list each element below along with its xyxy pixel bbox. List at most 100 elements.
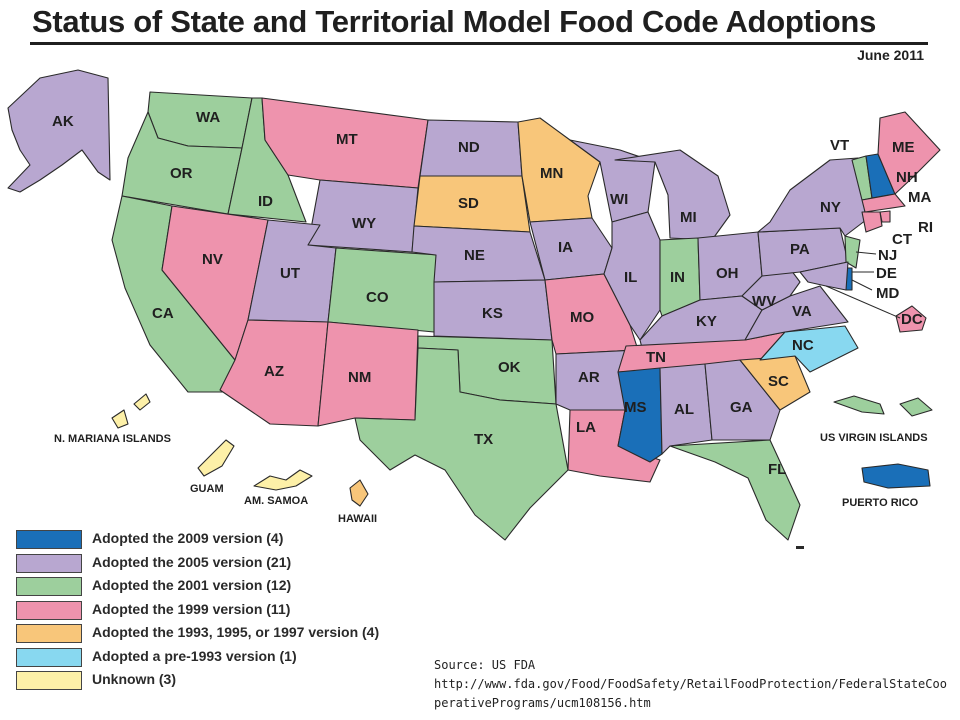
- label-OH: OH: [716, 265, 739, 282]
- label-WI: WI: [610, 191, 628, 208]
- label-am-samoa: AM. SAMOA: [244, 495, 308, 507]
- source-line: Source: US FDA: [434, 658, 536, 672]
- label-AR: AR: [578, 369, 600, 386]
- region-GA: [704, 359, 781, 441]
- region-AK: [7, 69, 111, 193]
- region-MD: [799, 261, 849, 291]
- label-VA: VA: [792, 303, 812, 320]
- label-VT: VT: [830, 137, 849, 154]
- state-labels: AK WA OR CA ID NV MT WY UT CO AZ NM ND S…: [52, 109, 933, 478]
- label-NH: NH: [896, 169, 918, 186]
- region-FL: [669, 439, 801, 541]
- legend-item: Adopted a pre-1993 version (1): [12, 646, 432, 670]
- label-KY: KY: [696, 313, 717, 330]
- label-guam: GUAM: [190, 483, 224, 495]
- legend-label: Adopted a pre-1993 version (1): [92, 647, 297, 664]
- region-MN: [517, 117, 601, 223]
- label-UT: UT: [280, 265, 300, 282]
- region-hawaii: [349, 479, 369, 507]
- region-nmi: [111, 393, 151, 429]
- label-OR: OR: [170, 165, 193, 182]
- region-usvi: [833, 395, 933, 417]
- region-guam: [197, 439, 235, 477]
- date-label: June 2011: [857, 47, 924, 63]
- label-TX: TX: [474, 431, 493, 448]
- label-hawaii: HAWAII: [338, 513, 377, 525]
- legend-item: Adopted the 2009 version (4): [12, 528, 432, 552]
- label-TN: TN: [646, 349, 666, 366]
- label-IA: IA: [558, 239, 573, 256]
- legend-item: Adopted the 2001 version (12): [12, 575, 432, 599]
- legend-swatch: [16, 553, 82, 573]
- label-AZ: AZ: [264, 363, 284, 380]
- fl-keys: [796, 546, 804, 549]
- source-note: Source: US FDA http://www.fda.gov/Food/F…: [434, 656, 954, 713]
- label-puerto-rico: PUERTO RICO: [842, 497, 919, 509]
- legend-swatch: [16, 530, 82, 549]
- label-DC: DC: [901, 311, 923, 328]
- label-MN: MN: [540, 165, 563, 182]
- label-NE: NE: [464, 247, 485, 264]
- nj-leader-line: [855, 251, 877, 255]
- label-FL: FL: [768, 461, 786, 478]
- legend-item: Adopted the 1999 version (11): [12, 599, 432, 623]
- label-RI: RI: [918, 219, 933, 236]
- label-PA: PA: [790, 241, 810, 258]
- label-WA: WA: [196, 109, 220, 126]
- legend-label: Adopted the 2005 version (21): [92, 553, 292, 570]
- label-MO: MO: [570, 309, 594, 326]
- label-MA: MA: [908, 189, 931, 206]
- label-LA: LA: [576, 419, 596, 436]
- legend-swatch: [16, 600, 82, 620]
- territory-labels: N. MARIANA ISLANDS GUAM AM. SAMOA HAWAII…: [54, 432, 928, 525]
- label-nmi: N. MARIANA ISLANDS: [54, 433, 171, 445]
- label-CT: CT: [892, 231, 912, 248]
- region-am-samoa: [253, 469, 313, 491]
- legend-swatch: [16, 647, 82, 667]
- title-rule: [30, 42, 928, 45]
- legend-swatch: [16, 671, 82, 690]
- dc-leader-line: [825, 285, 901, 319]
- label-CA: CA: [152, 305, 174, 322]
- label-SC: SC: [768, 373, 789, 390]
- label-ME: ME: [892, 139, 915, 156]
- label-NY: NY: [820, 199, 841, 216]
- label-WV: WV: [752, 293, 776, 310]
- legend-label: Adopted the 2009 version (4): [92, 530, 284, 546]
- label-IL: IL: [624, 269, 637, 286]
- label-GA: GA: [730, 399, 753, 416]
- region-NY: [757, 157, 867, 237]
- label-OK: OK: [498, 359, 521, 376]
- legend-item: Adopted the 1993, 1995, or 1997 version …: [12, 622, 432, 646]
- region-AL: [659, 363, 713, 455]
- legend-label: Adopted the 1993, 1995, or 1997 version …: [92, 624, 380, 640]
- label-MT: MT: [336, 131, 358, 148]
- label-ID: ID: [258, 193, 273, 210]
- label-MD: MD: [876, 285, 899, 302]
- label-NM: NM: [348, 369, 371, 386]
- label-IN: IN: [670, 269, 685, 286]
- label-MS: MS: [624, 399, 647, 416]
- legend-swatch: [16, 577, 82, 596]
- label-MI: MI: [680, 209, 697, 226]
- legend: Adopted the 2009 version (4) Adopted the…: [12, 528, 432, 693]
- region-TX: [354, 347, 569, 541]
- region-CT: [861, 211, 883, 233]
- label-NJ: NJ: [878, 247, 897, 264]
- label-KS: KS: [482, 305, 503, 322]
- region-puerto-rico: [861, 463, 931, 489]
- region-MA: [861, 193, 906, 213]
- legend-label: Adopted the 1999 version (11): [92, 600, 291, 617]
- label-AK: AK: [52, 113, 74, 130]
- md-leader-line: [851, 279, 873, 291]
- legend-item: Adopted the 2005 version (21): [12, 552, 432, 576]
- map-title: Status of State and Territorial Model Fo…: [32, 4, 877, 39]
- legend-label: Unknown (3): [92, 671, 176, 687]
- label-usvi: US VIRGIN ISLANDS: [820, 432, 928, 444]
- label-NV: NV: [202, 251, 223, 268]
- source-url: http://www.fda.gov/Food/FoodSafety/Retai…: [434, 677, 947, 710]
- label-SD: SD: [458, 195, 479, 212]
- region-NJ: [844, 235, 861, 269]
- legend-swatch: [16, 624, 82, 643]
